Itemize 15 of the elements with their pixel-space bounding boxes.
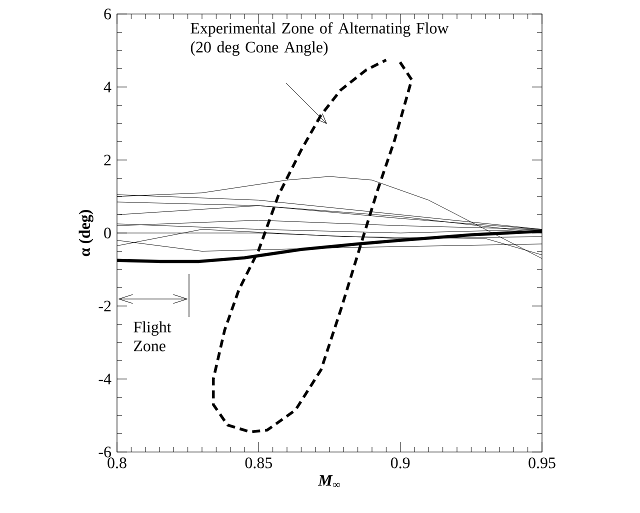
y-tick-label: -4 — [98, 374, 112, 384]
y-axis-title: α (deg) — [78, 210, 94, 256]
y-tick-label: -6 — [98, 446, 112, 458]
y-tick-label: 0 — [104, 228, 111, 238]
x-tick-label: 0.95 — [528, 458, 556, 468]
x-axis-title: M$_{∞}$ — [318, 475, 340, 488]
y-tick-label: 4 — [104, 82, 112, 92]
y-tick-label: -2 — [98, 300, 111, 312]
y-tick-label: 6 — [104, 8, 112, 20]
y-tick-label: 2 — [104, 154, 111, 166]
x-tick-label: 0.8 — [108, 458, 126, 468]
annotation: Flight Zone — [134, 321, 172, 352]
x-tick-label: 0.9 — [390, 458, 410, 468]
annotation: Experimental Zone of Alternating Flow (20 deg Cone Angle) — [190, 22, 449, 56]
x-tick-label: 0.85 — [245, 458, 272, 468]
